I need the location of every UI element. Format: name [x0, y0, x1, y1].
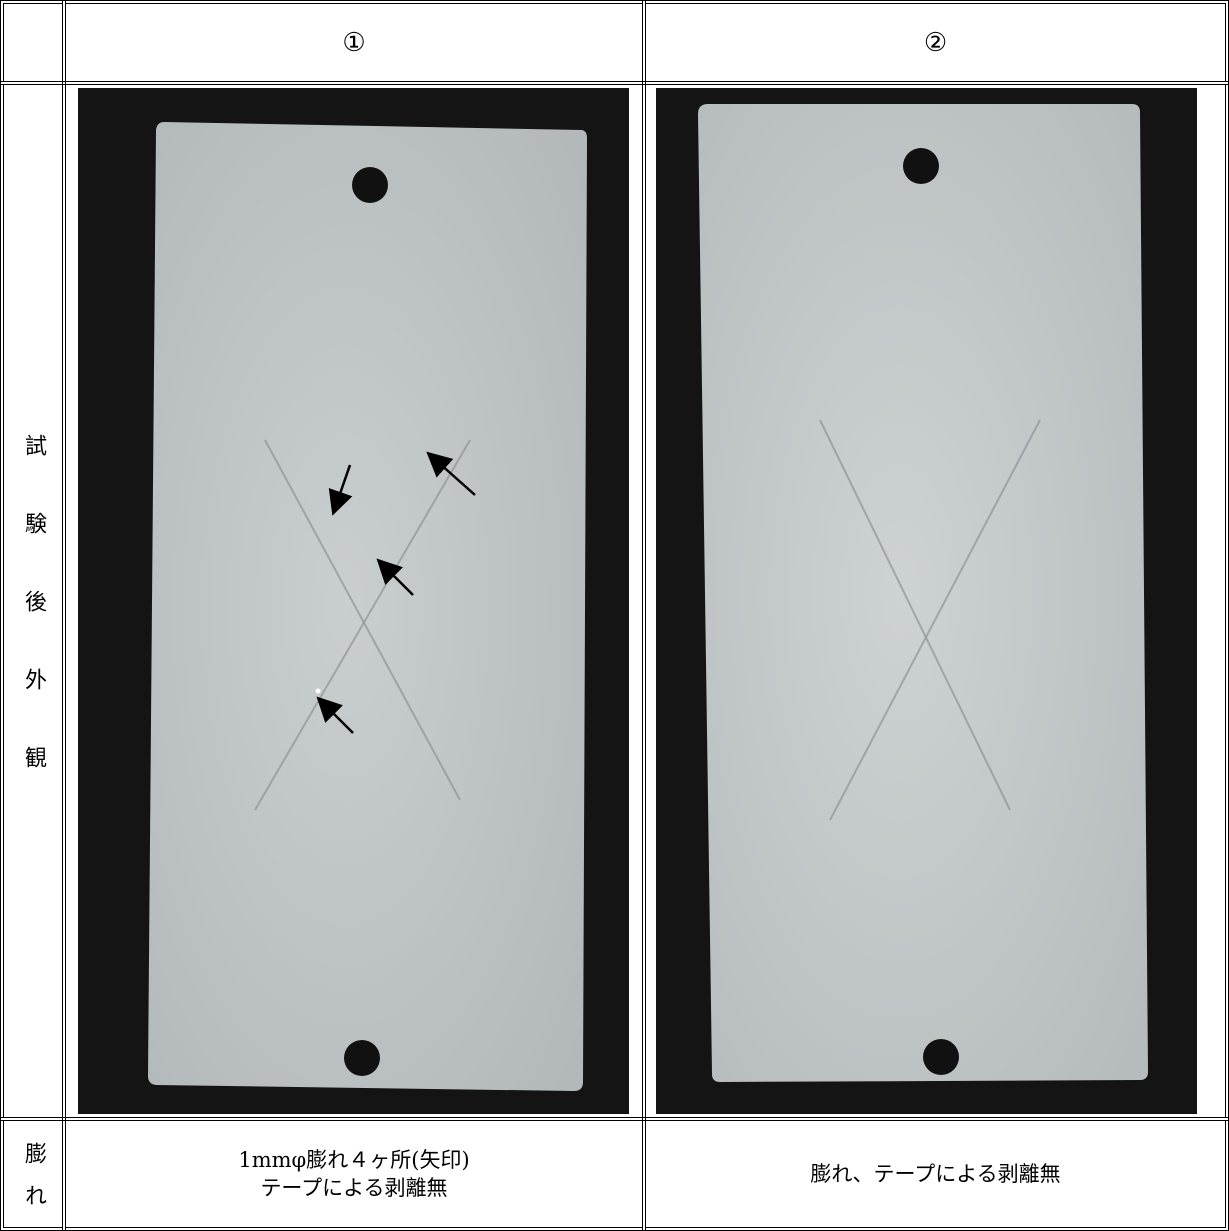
corner-cell	[0, 0, 66, 85]
header-text: ②	[923, 27, 948, 58]
header-cell: ②	[642, 0, 1229, 85]
result-cell: 膨れ、テープによる剥離無	[642, 1117, 1229, 1231]
result-text: 膨れ、テープによる剥離無	[810, 1162, 1061, 1186]
result-text: テープによる剥離無	[260, 1176, 448, 1200]
row-label-cell: 膨れ	[0, 1117, 66, 1231]
photo	[656, 88, 1197, 1114]
row-label: 試験後外観	[21, 434, 46, 824]
header-cell: ①	[62, 0, 646, 85]
row-label: 膨れ	[21, 1142, 46, 1226]
row-label-cell: 試験後外観	[0, 81, 66, 1121]
result-cell: 1mmφ膨れ４ヶ所(矢印) テープによる剥離無	[62, 1117, 646, 1231]
result-text: 1mmφ膨れ４ヶ所(矢印)	[238, 1148, 470, 1172]
header-text: ①	[342, 27, 366, 58]
photo	[78, 88, 629, 1114]
